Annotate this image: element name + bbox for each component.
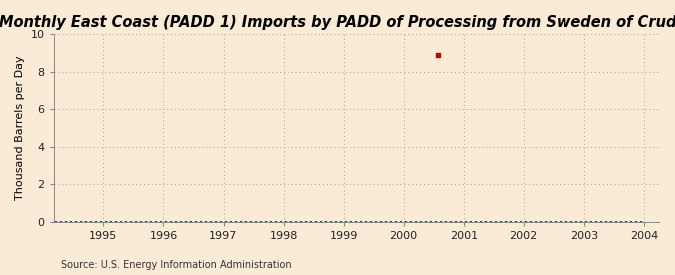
Title: Monthly East Coast (PADD 1) Imports by PADD of Processing from Sweden of Crude O: Monthly East Coast (PADD 1) Imports by P…: [0, 15, 675, 30]
Text: Source: U.S. Energy Information Administration: Source: U.S. Energy Information Administ…: [61, 260, 292, 270]
Y-axis label: Thousand Barrels per Day: Thousand Barrels per Day: [15, 56, 25, 200]
